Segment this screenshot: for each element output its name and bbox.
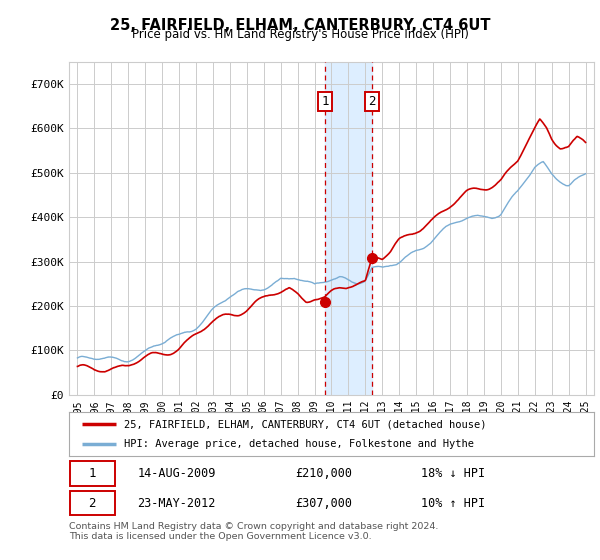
Text: 10% ↑ HPI: 10% ↑ HPI: [421, 497, 485, 510]
Text: 18% ↓ HPI: 18% ↓ HPI: [421, 467, 485, 480]
Text: 2: 2: [368, 95, 376, 108]
Text: 1: 1: [88, 467, 96, 480]
Text: HPI: Average price, detached house, Folkestone and Hythe: HPI: Average price, detached house, Folk…: [124, 439, 474, 449]
Text: Contains HM Land Registry data © Crown copyright and database right 2024.
This d: Contains HM Land Registry data © Crown c…: [69, 522, 439, 542]
Text: 1: 1: [322, 95, 329, 108]
Text: 14-AUG-2009: 14-AUG-2009: [137, 467, 215, 480]
FancyBboxPatch shape: [70, 461, 115, 486]
Text: £307,000: £307,000: [295, 497, 352, 510]
Text: 25, FAIRFIELD, ELHAM, CANTERBURY, CT4 6UT: 25, FAIRFIELD, ELHAM, CANTERBURY, CT4 6U…: [110, 18, 490, 33]
FancyBboxPatch shape: [70, 491, 115, 515]
Text: 25, FAIRFIELD, ELHAM, CANTERBURY, CT4 6UT (detached house): 25, FAIRFIELD, ELHAM, CANTERBURY, CT4 6U…: [124, 419, 487, 429]
Text: 23-MAY-2012: 23-MAY-2012: [137, 497, 215, 510]
Bar: [325, 62, 372, 395]
Text: Price paid vs. HM Land Registry's House Price Index (HPI): Price paid vs. HM Land Registry's House …: [131, 28, 469, 41]
Text: £210,000: £210,000: [295, 467, 352, 480]
Text: 2: 2: [88, 497, 96, 510]
